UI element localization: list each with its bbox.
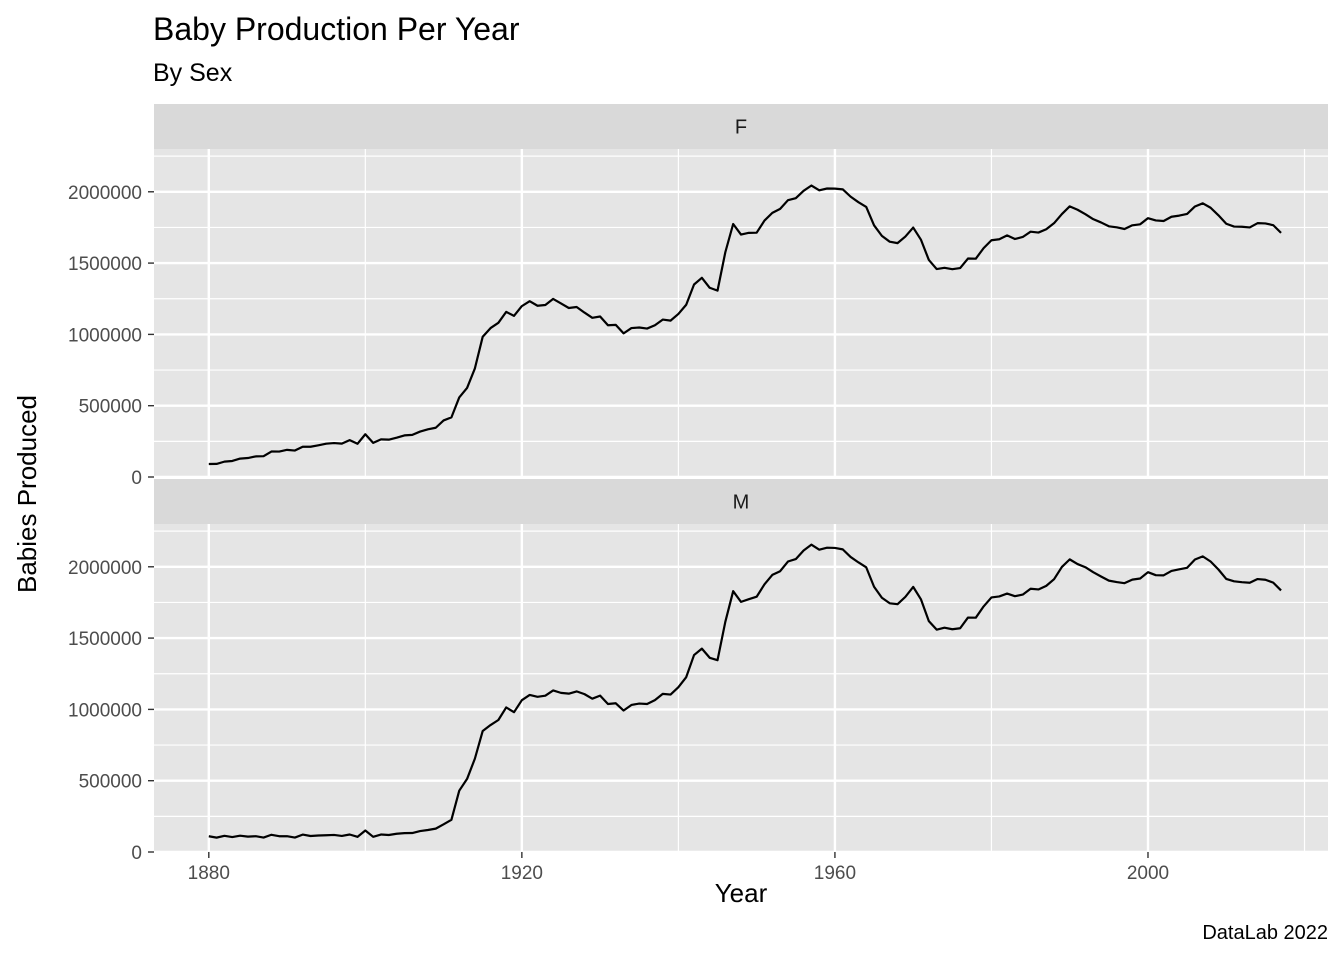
facet-strip <box>154 479 1328 524</box>
x-tick-label: 2000 <box>1127 863 1169 884</box>
chart-caption: DataLab 2022 <box>1202 922 1328 944</box>
y-tick-label: 500000 <box>79 397 142 418</box>
x-tick-label: 1880 <box>188 863 230 884</box>
series-line-f <box>208 184 1282 466</box>
y-tick-label: 0 <box>131 843 142 864</box>
series-line-m <box>208 543 1282 839</box>
x-tick-label: 1960 <box>814 863 856 884</box>
y-tick-label: 1000000 <box>68 325 142 346</box>
chart-title: Baby Production Per Year <box>153 11 520 47</box>
facet-strip-label: F <box>735 117 747 139</box>
y-tick-label: 2000000 <box>68 183 142 204</box>
y-tick-label: 1500000 <box>68 254 142 275</box>
facet-strip <box>154 104 1328 149</box>
y-tick-label: 1000000 <box>68 700 142 721</box>
facet-panel-f: F 0 500000 1000000 1500000 2000000 <box>68 104 1328 489</box>
chart-subtitle: By Sex <box>153 59 233 87</box>
facet-panels: F 0 500000 1000000 1500000 2000000 M 0 500000 100… <box>68 104 1328 864</box>
x-axis-title: Year <box>715 878 768 908</box>
y-axis-title: Babies Produced <box>12 395 42 593</box>
y-tick-label: 1500000 <box>68 629 142 650</box>
facet-strip-label: M <box>733 492 750 514</box>
y-tick-label: 500000 <box>79 772 142 793</box>
panel-background <box>154 149 1328 477</box>
y-tick-label: 2000000 <box>68 558 142 579</box>
facet-panel-m: M 0 500000 1000000 1500000 2000000 <box>68 479 1328 864</box>
y-tick-label: 0 <box>131 468 142 489</box>
x-axis: 1880 1920 1960 2000 <box>188 852 1169 884</box>
x-tick-label: 1920 <box>501 863 543 884</box>
